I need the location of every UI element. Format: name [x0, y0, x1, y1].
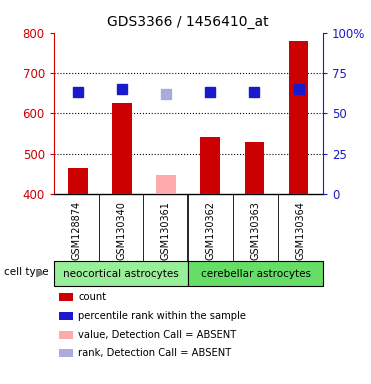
FancyBboxPatch shape [188, 261, 323, 286]
Bar [59, 293, 73, 301]
Bar [200, 137, 220, 194]
Text: cerebellar astrocytes: cerebellar astrocytes [201, 268, 311, 279]
Text: percentile rank within the sample: percentile rank within the sample [78, 311, 246, 321]
Text: count: count [78, 292, 106, 302]
Text: cell type: cell type [4, 267, 49, 277]
Bar [59, 349, 73, 357]
Bar [244, 142, 265, 194]
Text: GSM130361: GSM130361 [161, 200, 171, 260]
Bar [68, 168, 88, 194]
Text: GSM130362: GSM130362 [206, 200, 216, 260]
Text: GSM130364: GSM130364 [295, 200, 305, 260]
Bar [59, 312, 73, 320]
FancyBboxPatch shape [54, 261, 188, 286]
Bar [112, 103, 132, 194]
Bar [289, 41, 308, 194]
Text: GSM128874: GSM128874 [71, 200, 81, 260]
Title: GDS3366 / 1456410_at: GDS3366 / 1456410_at [108, 15, 269, 29]
Text: GSM130363: GSM130363 [250, 200, 260, 260]
Text: neocortical astrocytes: neocortical astrocytes [63, 268, 179, 279]
Text: value, Detection Call = ABSENT: value, Detection Call = ABSENT [78, 329, 236, 340]
Text: GSM130340: GSM130340 [116, 200, 126, 260]
Bar [156, 175, 176, 194]
Bar [59, 331, 73, 339]
Text: rank, Detection Call = ABSENT: rank, Detection Call = ABSENT [78, 348, 231, 358]
